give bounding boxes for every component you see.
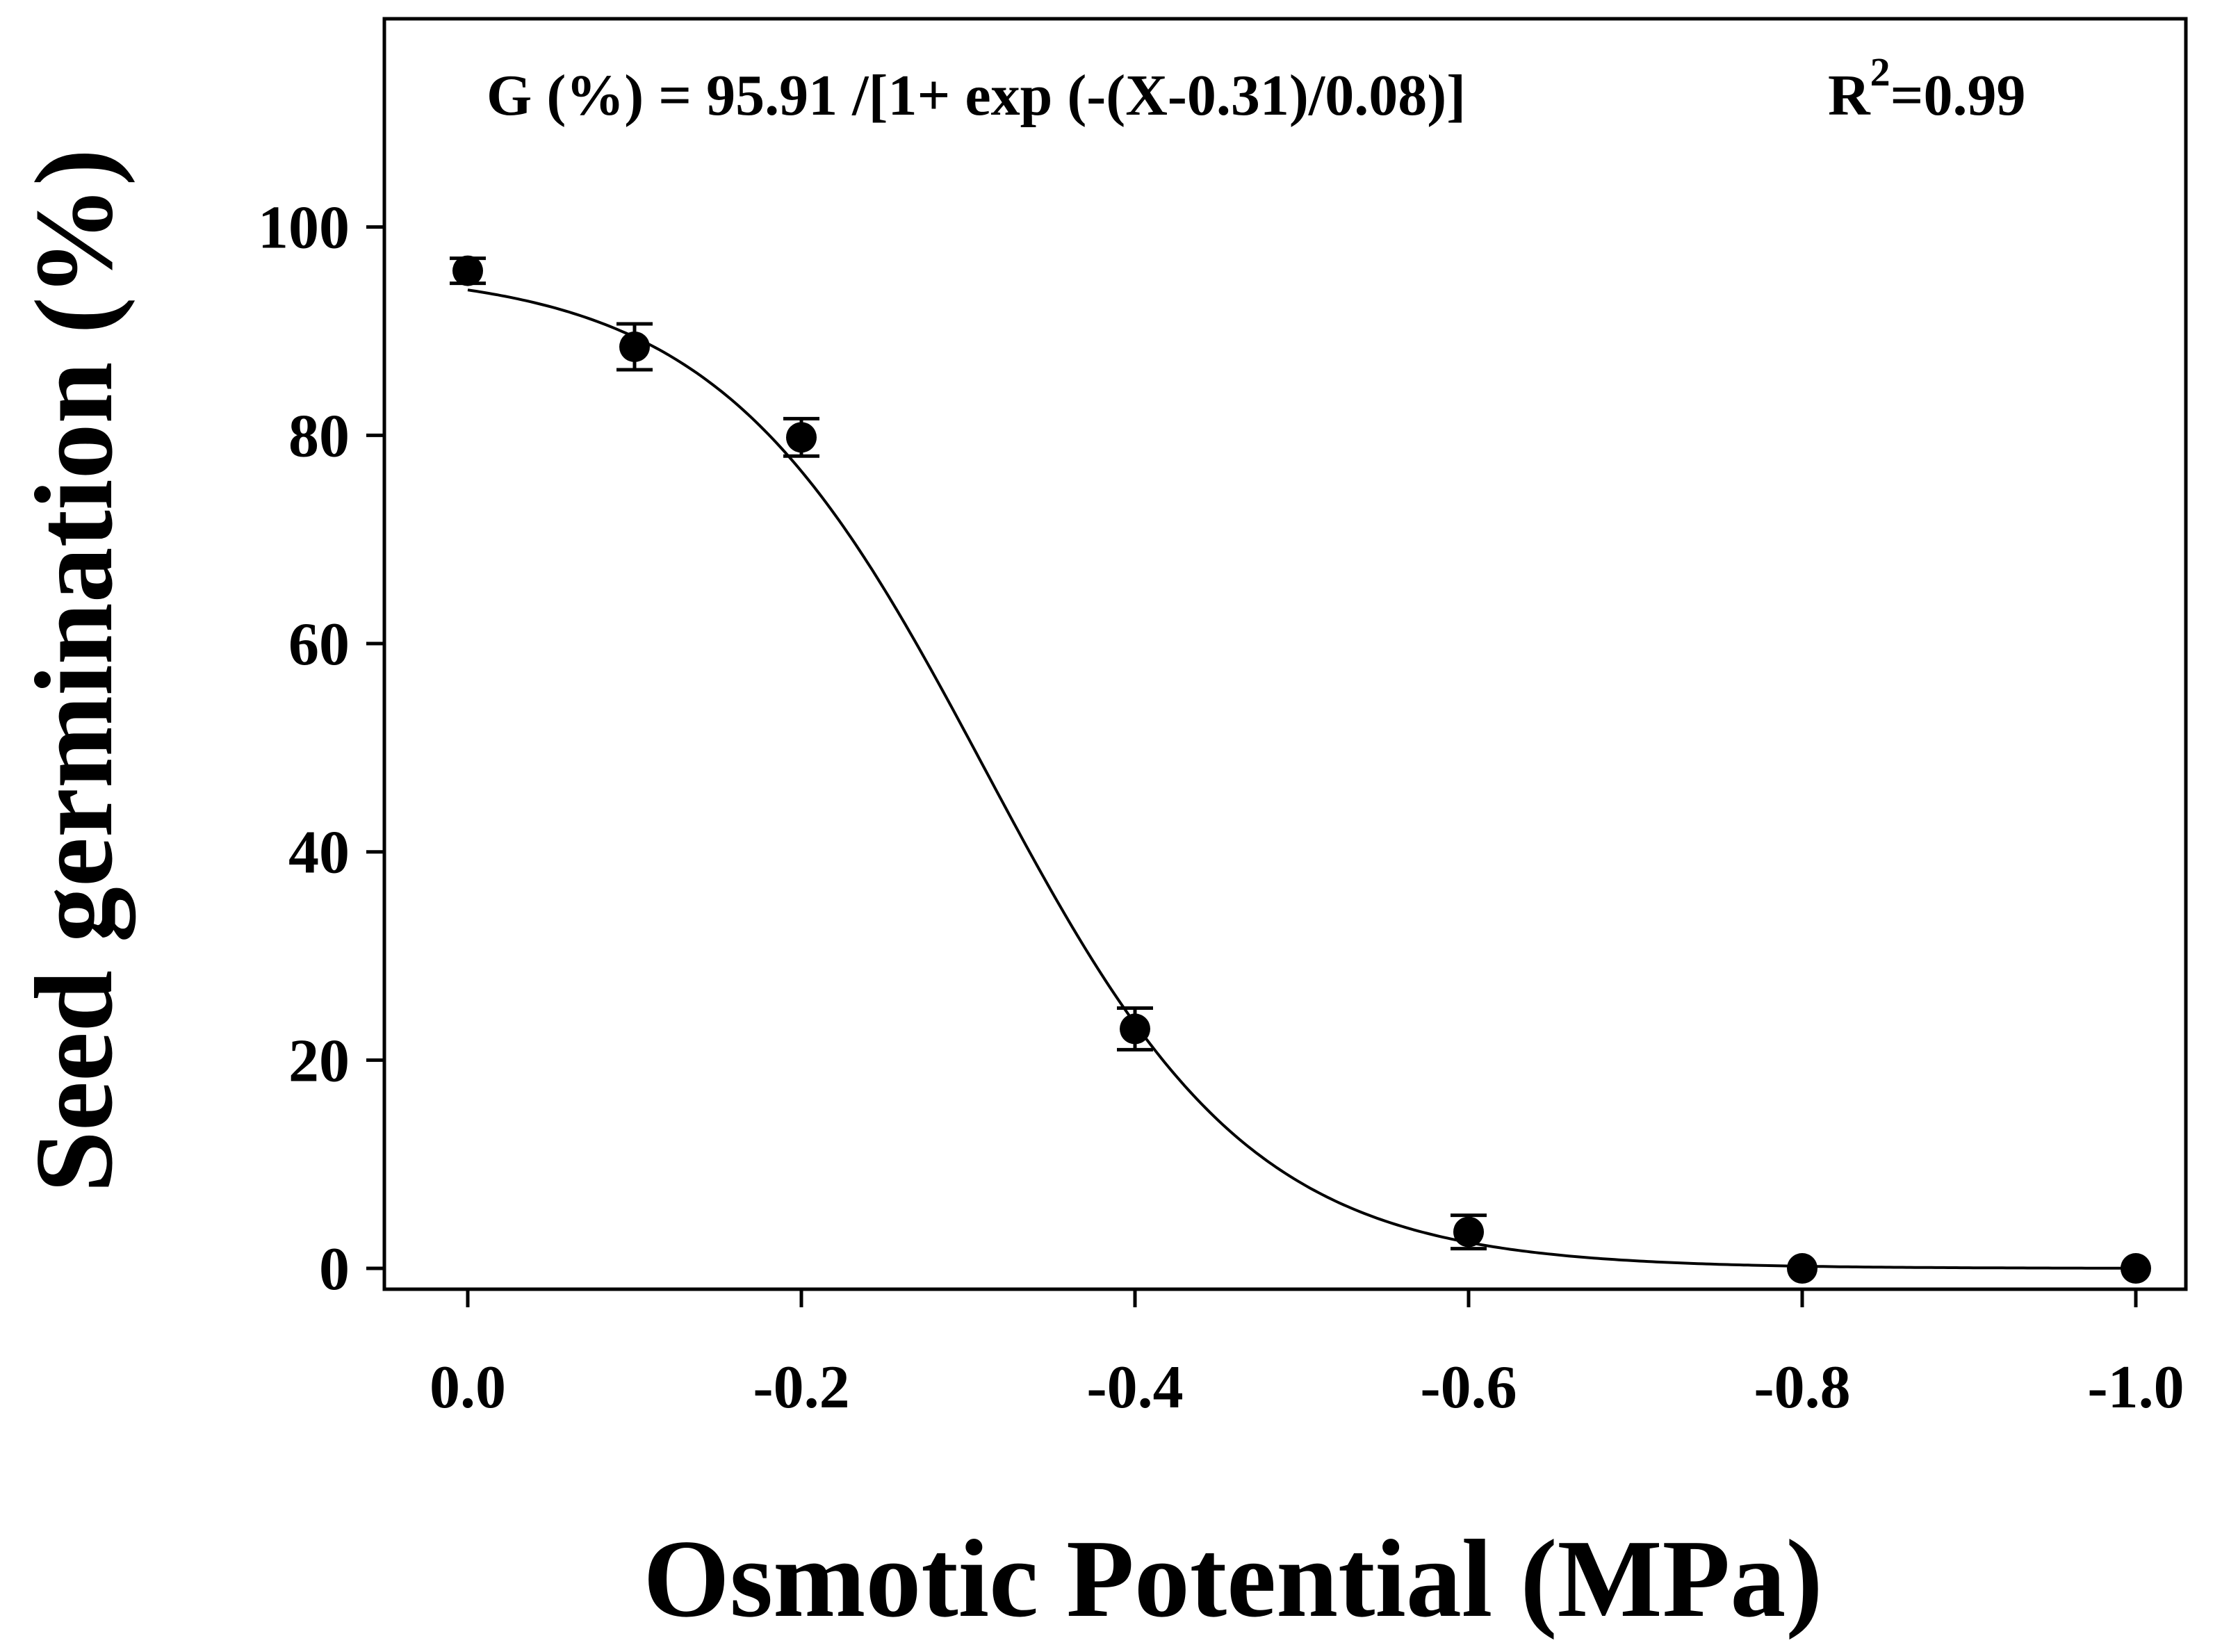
y-tick-label: 80 — [288, 402, 350, 470]
data-point — [1787, 1253, 1817, 1284]
data-point — [1453, 1216, 1484, 1248]
r-squared-value: =0.99 — [1890, 63, 2026, 128]
x-tick-label: -0.4 — [1086, 1354, 1183, 1421]
x-tick-label: -0.2 — [753, 1354, 849, 1421]
r-squared-superscript: 2 — [1870, 49, 1890, 95]
x-tick-label: 0.0 — [430, 1354, 506, 1421]
data-point — [786, 422, 817, 453]
x-tick-label: -0.8 — [1754, 1354, 1850, 1421]
x-axis-title: Osmotic Potential (MPa) — [643, 1516, 1822, 1640]
equation-label: G (%) = 95.91 /[1+ exp (-(X-0.31)/0.08)] — [487, 63, 1466, 128]
chart-marks: 0 20 40 60 80 100 0.0 -0.2 -0.4 -0.6 -0.8 -1.0 — [258, 195, 2184, 1421]
y-tick-label: 20 — [288, 1027, 350, 1095]
data-point — [2121, 1253, 2151, 1284]
r-squared-letter: R — [1828, 63, 1871, 128]
r-squared-label: R2=0.99 — [1828, 49, 2026, 128]
y-axis-title: Seed germination (%) — [12, 149, 136, 1193]
plot-frame — [382, 17, 2188, 1291]
x-tick-label: -0.6 — [1420, 1354, 1517, 1421]
x-tick-label: -1.0 — [2087, 1354, 2184, 1421]
data-point — [1120, 1013, 1150, 1045]
y-tick-label: 40 — [288, 819, 350, 887]
y-tick-label: 0 — [319, 1236, 350, 1303]
y-tick-label: 100 — [258, 195, 350, 262]
fit-curve — [467, 288, 2136, 1270]
data-point — [452, 255, 483, 286]
data-point — [619, 331, 650, 362]
y-tick-label: 60 — [288, 611, 350, 678]
